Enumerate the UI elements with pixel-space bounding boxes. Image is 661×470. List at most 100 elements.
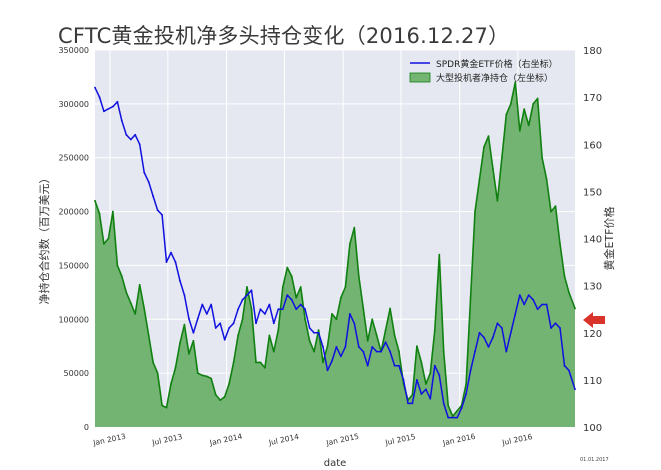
net-position-point: [331, 313, 333, 315]
etf-price-point: [438, 374, 441, 377]
legend-label-etf: SPDR黄金ETF价格（右坐标）: [436, 58, 558, 70]
net-position-point: [138, 283, 141, 286]
net-position-point: [264, 366, 266, 369]
y-left-tick-label: 50000: [64, 369, 89, 378]
etf-price-point: [134, 133, 137, 136]
etf-price-point: [389, 350, 391, 353]
net-position-point: [474, 210, 476, 213]
net-position-point: [514, 81, 517, 84]
y-left-tick-label: 0: [84, 423, 89, 432]
net-position-point: [447, 404, 450, 407]
etf-price-point: [103, 110, 105, 113]
net-position-point: [201, 374, 204, 377]
y-left-tick-label: 250000: [58, 154, 89, 163]
etf-price-point: [433, 364, 436, 367]
etf-price-point: [456, 416, 459, 419]
net-position-point: [174, 366, 177, 369]
net-position-point: [505, 113, 508, 116]
etf-price-point: [152, 195, 155, 198]
etf-price-point: [290, 298, 293, 301]
x-tick-label: Jul 2013: [150, 432, 183, 447]
y-right-tick-label: 100: [583, 423, 602, 434]
etf-price-point: [541, 303, 543, 306]
net-position-point: [393, 334, 396, 337]
x-tick-label: Jan 2016: [441, 432, 476, 448]
net-position-point: [255, 361, 257, 364]
etf-price-point: [219, 322, 222, 325]
etf-price-point: [483, 336, 485, 339]
y-right-tick-label: 170: [583, 93, 602, 104]
etf-price-point: [179, 280, 181, 282]
etf-price-point: [313, 331, 315, 334]
net-position-point: [192, 339, 195, 342]
etf-price-point: [214, 327, 217, 329]
etf-price-point: [170, 251, 172, 254]
etf-price-point: [478, 331, 481, 334]
net-position-point: [214, 393, 217, 396]
etf-price-point: [371, 346, 374, 348]
net-position-point: [545, 178, 548, 181]
etf-price-point: [362, 350, 365, 353]
etf-price-point: [281, 308, 284, 311]
etf-price-point: [161, 214, 164, 216]
net-position-point: [219, 399, 222, 401]
etf-price-point: [223, 338, 226, 341]
net-position-point: [143, 307, 146, 310]
x-tick-label: Jan 2014: [208, 432, 243, 448]
etf-price-point: [205, 313, 208, 315]
etf-price-point: [375, 350, 378, 353]
etf-price-point: [344, 346, 347, 348]
net-position-point: [277, 329, 280, 331]
net-position-point: [371, 318, 374, 321]
net-position-point: [188, 352, 190, 355]
etf-price-point: [237, 308, 240, 311]
etf-price-point: [465, 393, 467, 395]
axes: 0 50000 100000 150000 200000 250000 300000 3500…: [37, 46, 616, 469]
net-position-point: [411, 393, 414, 396]
net-position-point: [518, 129, 521, 132]
etf-price-point: [416, 379, 418, 381]
etf-price-point: [165, 261, 168, 263]
net-position-point: [425, 383, 427, 385]
etf-price-point: [496, 322, 499, 325]
net-position-point: [492, 167, 494, 170]
y-right-tick-label: 110: [583, 376, 602, 387]
etf-price-point: [188, 317, 190, 320]
net-position-point: [250, 307, 253, 310]
etf-price-point: [255, 322, 257, 325]
net-position-point: [541, 156, 543, 159]
etf-price-point: [442, 402, 445, 405]
etf-price-point: [272, 322, 275, 325]
etf-price-point: [335, 346, 338, 348]
net-position-point: [317, 329, 320, 331]
etf-price-point: [268, 303, 271, 306]
net-position-point: [210, 377, 213, 380]
etf-price-point: [402, 379, 405, 381]
etf-price-point: [447, 416, 450, 419]
etf-price-point: [138, 143, 141, 146]
etf-price-point: [353, 322, 356, 325]
etf-price-point: [349, 313, 351, 315]
net-position-point: [438, 253, 441, 256]
etf-price-point: [568, 369, 570, 372]
etf-price-point: [120, 119, 123, 122]
net-position-point: [116, 264, 119, 267]
etf-price-point: [228, 327, 231, 329]
etf-price-point: [232, 322, 235, 325]
y-left-axis-label: 净持仓合约数（百万美元）: [37, 173, 51, 305]
net-position-point: [433, 329, 436, 331]
etf-price-point: [559, 327, 561, 329]
x-tick-label: Jul 2016: [500, 432, 533, 447]
net-position-point: [94, 199, 96, 202]
net-position-point: [357, 275, 360, 278]
net-position-point: [344, 286, 347, 288]
etf-price-point: [286, 294, 289, 296]
net-position-point: [523, 108, 526, 111]
net-position-point: [456, 409, 459, 412]
etf-price-point: [550, 327, 552, 329]
net-position-point: [550, 210, 552, 213]
etf-price-point: [183, 294, 186, 296]
etf-price-point: [545, 303, 548, 306]
footnote-date: 01.01.2017: [580, 457, 609, 463]
etf-price-point: [196, 317, 199, 320]
